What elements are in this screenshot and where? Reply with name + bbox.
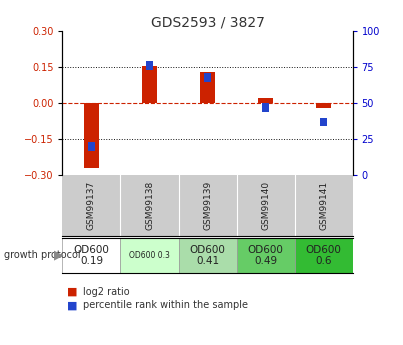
- Text: OD600 0.3: OD600 0.3: [129, 251, 170, 260]
- Text: OD600
0.49: OD600 0.49: [247, 245, 284, 266]
- Bar: [262, 103, 269, 112]
- Bar: [88, 142, 95, 151]
- Bar: [179, 238, 237, 273]
- Text: GSM99138: GSM99138: [145, 181, 154, 230]
- Bar: [62, 238, 120, 273]
- Bar: [320, 118, 327, 126]
- Text: log2 ratio: log2 ratio: [83, 287, 129, 296]
- Text: OD600
0.6: OD600 0.6: [305, 245, 342, 266]
- Bar: [120, 238, 179, 273]
- Text: percentile rank within the sample: percentile rank within the sample: [83, 300, 247, 310]
- Bar: [258, 98, 273, 103]
- Text: GSM99140: GSM99140: [261, 181, 270, 230]
- Text: growth protocol: growth protocol: [4, 250, 81, 260]
- Bar: [316, 103, 331, 108]
- Bar: [200, 72, 215, 103]
- Title: GDS2593 / 3827: GDS2593 / 3827: [151, 16, 264, 30]
- Text: GSM99137: GSM99137: [87, 181, 96, 230]
- Bar: [142, 66, 157, 103]
- Text: OD600
0.19: OD600 0.19: [73, 245, 110, 266]
- Text: GSM99141: GSM99141: [319, 181, 328, 230]
- Bar: [237, 238, 295, 273]
- Text: ▶: ▶: [54, 249, 63, 262]
- Bar: [204, 73, 211, 81]
- Text: OD600
0.41: OD600 0.41: [189, 245, 226, 266]
- Bar: [84, 103, 99, 168]
- Bar: [146, 61, 153, 70]
- Text: GSM99139: GSM99139: [203, 181, 212, 230]
- Bar: [295, 238, 353, 273]
- Text: ■: ■: [66, 287, 77, 296]
- Text: ■: ■: [66, 300, 77, 310]
